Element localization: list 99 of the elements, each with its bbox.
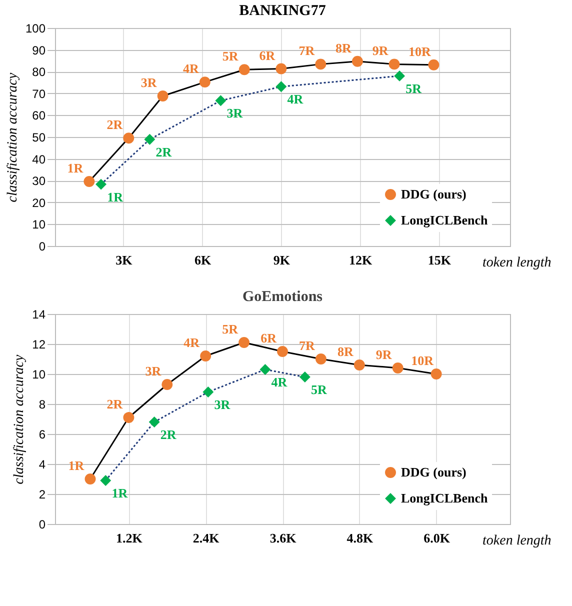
point bbox=[392, 362, 404, 374]
annotation: 6R bbox=[260, 330, 278, 346]
annotation: 3R bbox=[145, 364, 162, 378]
y-tick-label: 0 bbox=[38, 240, 46, 254]
annotation: 4R bbox=[271, 374, 288, 390]
annotation: 10R bbox=[408, 44, 432, 59]
point bbox=[388, 58, 400, 70]
point bbox=[260, 364, 271, 375]
y-tick-label: 4 bbox=[38, 458, 46, 472]
annotation: 2R bbox=[156, 144, 172, 160]
x-tick-label: 9K bbox=[273, 252, 291, 268]
y-tick-label: 70 bbox=[32, 86, 46, 101]
y-tick-label: 2 bbox=[38, 488, 46, 502]
point bbox=[430, 368, 442, 380]
point bbox=[238, 64, 250, 76]
annotation: 7R bbox=[298, 43, 316, 58]
point bbox=[352, 56, 363, 67]
annotation: 2R bbox=[106, 117, 124, 132]
annotation: 5R bbox=[222, 322, 239, 336]
point bbox=[299, 372, 310, 382]
point bbox=[277, 346, 288, 357]
y-tick-label: 80 bbox=[32, 65, 46, 80]
y-tick-label: 8 bbox=[38, 398, 46, 412]
annotation: 6R bbox=[259, 48, 276, 63]
x-tick-label: 6.0K bbox=[424, 530, 451, 546]
point bbox=[315, 354, 326, 364]
point bbox=[315, 58, 326, 70]
annotation: 2R bbox=[106, 396, 124, 412]
y-tick-label: 14 bbox=[32, 308, 46, 322]
annotation: 3R bbox=[140, 75, 158, 90]
point bbox=[162, 379, 173, 390]
x-tick-label: 1.2K bbox=[116, 530, 144, 546]
y-tick-label: 10 bbox=[32, 218, 46, 232]
point bbox=[200, 350, 212, 362]
point bbox=[157, 90, 168, 102]
y-tick-label: 30 bbox=[32, 174, 46, 188]
point bbox=[215, 95, 226, 106]
annotation: 8R bbox=[337, 344, 354, 359]
annotation: 1R bbox=[67, 160, 84, 176]
point bbox=[148, 416, 160, 428]
point bbox=[428, 59, 440, 70]
point bbox=[123, 412, 134, 423]
annotation: 5R bbox=[222, 48, 239, 64]
annotation: 7R bbox=[299, 338, 316, 353]
point bbox=[354, 360, 365, 370]
point bbox=[123, 132, 134, 144]
point bbox=[100, 475, 112, 486]
legend-label: LongICLBench bbox=[401, 212, 488, 228]
annotation: 9R bbox=[376, 347, 392, 362]
annotation: 4R bbox=[287, 92, 304, 107]
chart-title: BANKING77 bbox=[239, 3, 326, 19]
y-tick-label: 100 bbox=[25, 22, 46, 36]
point bbox=[199, 76, 210, 88]
x-tick-label: 12K bbox=[349, 252, 374, 268]
annotation: 5R bbox=[310, 382, 328, 397]
y-tick-label: 50 bbox=[32, 130, 46, 144]
annotation: 1R bbox=[112, 486, 128, 500]
point bbox=[84, 176, 95, 187]
chart-title: GoEmotions bbox=[242, 289, 323, 305]
point bbox=[144, 134, 156, 145]
y-tick-label: 60 bbox=[32, 108, 46, 123]
annotation: 9R bbox=[372, 43, 389, 58]
y-axis-title: classification accuracy bbox=[12, 354, 28, 484]
x-tick-label: 6K bbox=[194, 252, 212, 268]
annotation: 10R bbox=[411, 353, 434, 368]
annotation: 5R bbox=[406, 80, 422, 96]
y-tick-label: 40 bbox=[32, 152, 46, 166]
y-tick-label: 90 bbox=[32, 43, 46, 58]
x-tick-label: 3K bbox=[116, 252, 134, 268]
point bbox=[276, 81, 287, 92]
x-tick-label: 15K bbox=[428, 252, 452, 268]
y-tick-label: 10 bbox=[32, 368, 46, 382]
annotation: 3R bbox=[214, 397, 231, 412]
x-axis-title: token length bbox=[482, 256, 552, 270]
y-tick-label: 6 bbox=[38, 428, 46, 442]
annotation: 4R bbox=[182, 61, 200, 76]
x-tick-label: 2.4K bbox=[192, 530, 220, 546]
annotation: 2R bbox=[160, 427, 177, 442]
y-axis-title: classification accuracy bbox=[5, 72, 20, 202]
annotation: 3R bbox=[226, 106, 244, 121]
y-tick-label: 12 bbox=[32, 338, 46, 352]
annotation: 4R bbox=[184, 335, 200, 350]
point bbox=[238, 337, 250, 348]
x-tick-label: 3.6K bbox=[270, 530, 298, 546]
legend-label: DDG (ours) bbox=[401, 186, 466, 202]
point bbox=[84, 474, 96, 484]
x-axis-title: token length bbox=[482, 534, 552, 548]
y-tick-label: 0 bbox=[38, 518, 46, 532]
point bbox=[394, 70, 406, 82]
point bbox=[96, 178, 107, 190]
x-tick-label: 4.8K bbox=[346, 530, 374, 546]
annotation: 1R bbox=[68, 458, 85, 473]
legend-label: DDG (ours) bbox=[401, 464, 466, 480]
y-tick-label: 20 bbox=[32, 196, 46, 210]
annotation: 8R bbox=[336, 40, 352, 56]
annotation: 1R bbox=[107, 189, 124, 204]
legend-label: LongICLBench bbox=[401, 490, 488, 506]
point bbox=[202, 386, 214, 398]
point bbox=[276, 63, 287, 74]
